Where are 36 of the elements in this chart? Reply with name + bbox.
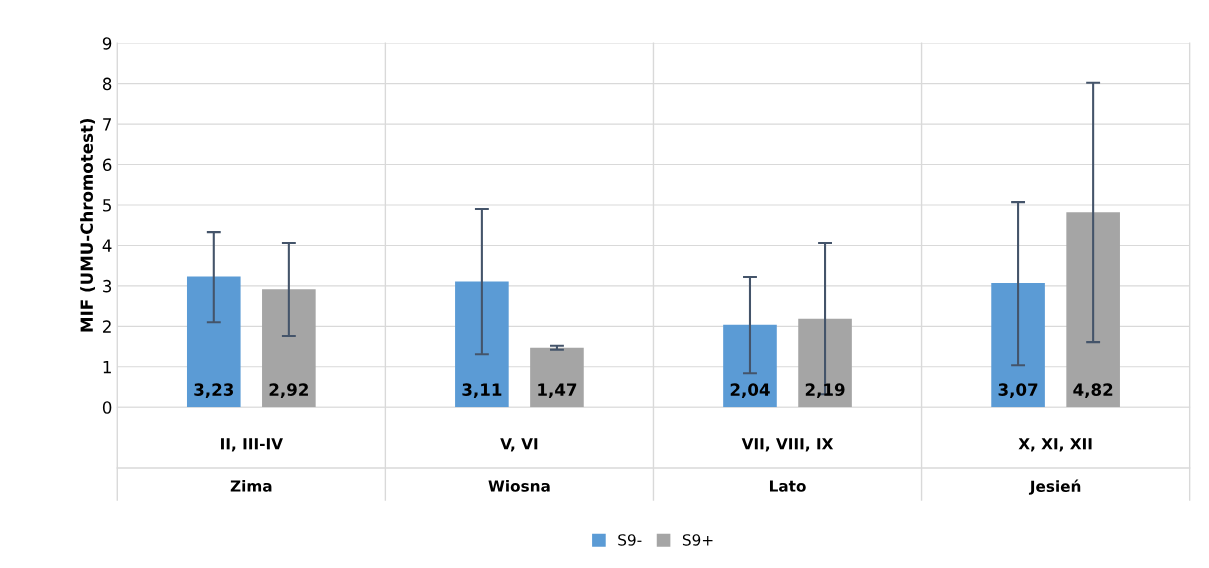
y-axis-title: MIF (UMU-Chromotest) [80, 118, 95, 332]
y-tick-label: 5 [103, 199, 111, 212]
y-tick-label: 7 [103, 118, 111, 131]
data-label: 3,07 [998, 383, 1038, 399]
bar [723, 324, 777, 408]
legend-label: S9+ [682, 534, 713, 546]
bar [186, 276, 241, 408]
x-tick-label: X, XI, XII [1018, 438, 1092, 452]
y-tick-label: 3 [103, 279, 112, 293]
y-tick-label: 9 [102, 37, 112, 50]
y-tick-label: 6 [102, 158, 112, 172]
x-tick-label: V, VI [500, 438, 538, 452]
data-label: 1,47 [538, 383, 577, 399]
data-label: 2,92 [269, 383, 308, 399]
text: Lato [769, 480, 806, 492]
text: Wiosna [488, 479, 550, 492]
x-tick-label: VII, VIII, IX [741, 438, 834, 452]
data-label: 3,11 [462, 383, 502, 399]
x-tick-label: II, III-IV [221, 438, 283, 452]
bar [798, 318, 852, 408]
y-tick-label: 1 [103, 360, 111, 374]
y-tick-label: 4 [102, 239, 112, 252]
bar [1066, 212, 1120, 408]
data-label: 2,04 [730, 383, 770, 399]
bar [262, 289, 316, 408]
data-label: 3,23 [194, 383, 234, 399]
text: Zima [230, 479, 272, 492]
y-tick-label: 0 [102, 401, 112, 414]
bar [530, 347, 584, 408]
text: Jesień [1028, 479, 1081, 495]
bar [455, 281, 509, 408]
y-tick-label: 2 [103, 320, 111, 333]
data-label: 4,82 [1073, 383, 1113, 399]
y-tick-label: 8 [102, 77, 112, 91]
bar [991, 283, 1045, 408]
legend-label: S9- [618, 534, 642, 546]
